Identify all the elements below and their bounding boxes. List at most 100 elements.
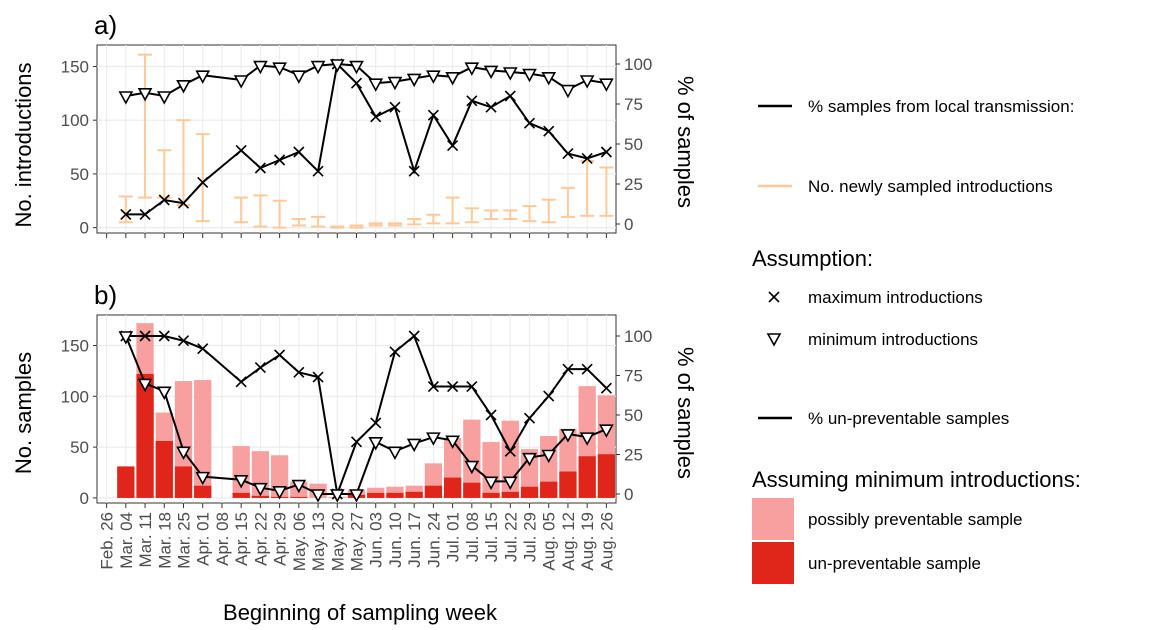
max-intro-marker: [389, 346, 401, 358]
min-intro-marker: [522, 452, 537, 467]
max-intro-marker: [235, 144, 247, 156]
y-tick-label: 150: [61, 336, 89, 355]
x-tick-label: Jul. 29: [521, 512, 540, 562]
legend-preventable-swatch: [752, 498, 794, 540]
legend-bars-title: Assuming minimum introductions:: [752, 467, 1081, 492]
max-intro-marker: [581, 363, 593, 375]
max-intro-marker: [523, 412, 536, 424]
x-tick-label: Aug. 19: [578, 512, 597, 571]
legend-min-marker: [766, 333, 782, 347]
min-intro-marker: [464, 460, 480, 475]
max-intro-marker: [427, 109, 439, 121]
min-intro-marker: [541, 72, 557, 86]
max-intro-marker: [466, 380, 478, 393]
min-intro-marker: [118, 91, 134, 105]
bar-unpreventable: [194, 485, 212, 498]
y2-tick-label: 50: [624, 135, 643, 154]
max-intro-marker: [485, 101, 497, 113]
y2-tick-label: 100: [624, 55, 652, 74]
bar-total: [482, 442, 500, 498]
x-tick-label: Apr. 15: [232, 512, 251, 566]
min-intro-marker: [560, 84, 576, 99]
y2-tick-label: 75: [624, 95, 643, 114]
max-intro-marker: [447, 380, 459, 393]
max-intro-marker: [177, 335, 190, 347]
max-intro-marker: [389, 101, 401, 113]
bar-total: [463, 419, 481, 498]
min-intro-marker: [541, 449, 557, 464]
x-tick-label: Mar. 25: [175, 512, 194, 569]
bar-unpreventable: [174, 466, 193, 498]
max-intro-marker: [523, 117, 536, 129]
max-intro-marker: [274, 349, 286, 361]
min-intro-marker: [406, 73, 422, 88]
x-tick-label: Apr. 08: [213, 512, 232, 566]
x-tick-label: Aug. 05: [540, 512, 559, 571]
panel-a-ylabel: No. introductions: [11, 62, 36, 227]
min-intro-marker: [406, 438, 422, 453]
x-tick-label: Jun. 10: [386, 512, 405, 568]
max-intro-marker: [254, 162, 266, 174]
x-tick-label: May. 13: [309, 512, 328, 571]
bar-unpreventable: [578, 456, 596, 498]
max-intro-marker: [139, 330, 151, 342]
max-intro-marker: [139, 208, 151, 220]
max-intro-marker: [466, 95, 478, 107]
bar-unpreventable: [290, 496, 308, 498]
min-intro-marker: [310, 60, 326, 75]
max-intro-marker: [158, 330, 170, 342]
min-intro-marker: [579, 432, 595, 446]
panel-b-tag: b): [94, 280, 117, 310]
max-intro-marker: [370, 417, 382, 429]
min-intro-marker: [368, 437, 384, 451]
x-tick-label: Jun. 24: [424, 512, 443, 568]
x-tick-label: Mar. 18: [155, 512, 174, 569]
min-intro-marker: [253, 60, 268, 75]
min-intro-marker: [426, 432, 441, 446]
max-intro-marker: [274, 154, 286, 166]
max-intro-marker: [485, 409, 497, 421]
min-intro-marker: [137, 88, 153, 102]
max-intro-marker: [581, 152, 593, 164]
x-tick-label: Jul. 08: [463, 512, 482, 562]
x-tick-label: Aug. 12: [559, 512, 578, 571]
min-intro-marker: [599, 424, 614, 438]
max-intro-marker: [504, 90, 516, 102]
min-intro-marker: [233, 75, 249, 89]
min-intro-marker: [522, 68, 537, 83]
panel-b-ylabel-right: % of samples: [673, 347, 698, 479]
bar-unpreventable: [136, 373, 154, 498]
legend-unpreventable-label: un-preventable sample: [808, 554, 981, 573]
min-intro-marker: [483, 476, 499, 491]
min-intro-marker: [176, 446, 191, 461]
bar-unpreventable: [424, 485, 443, 498]
max-intro-marker: [447, 140, 459, 152]
panel-b-ylabel: No. samples: [11, 352, 36, 474]
y-tick-label: 50: [70, 165, 89, 184]
x-tick-label: Mar. 11: [136, 512, 155, 567]
panel-a-plot: 0 50 100 150 0 25 50 75 100: [61, 44, 652, 238]
min-intro-marker: [195, 471, 211, 486]
bar-unpreventable: [232, 492, 250, 498]
bar-unpreventable: [520, 486, 539, 498]
bar-unpreventable: [463, 482, 481, 498]
min-intro-marker: [599, 78, 614, 92]
min-intro-marker: [272, 62, 287, 76]
panel-a-ylabel-right: % of samples: [673, 76, 698, 208]
max-intro-marker: [293, 146, 305, 158]
max-intro-marker: [158, 194, 170, 206]
x-axis-title: Beginning of sampling week: [223, 600, 498, 625]
min-intro-marker: [329, 59, 345, 73]
bar-unpreventable: [405, 491, 423, 498]
bar-unpreventable: [482, 492, 500, 498]
panel-a-tag: a): [94, 10, 117, 40]
y-tick-label: 150: [61, 57, 89, 76]
x-tick-label: May. 20: [328, 512, 347, 571]
bar-unpreventable: [367, 492, 385, 498]
max-intro-marker: [312, 371, 324, 383]
min-intro-marker: [502, 67, 518, 81]
y2-tick-label: 0: [624, 485, 633, 504]
max-intro-marker: [177, 197, 190, 209]
y2-tick-label: 25: [624, 446, 643, 465]
